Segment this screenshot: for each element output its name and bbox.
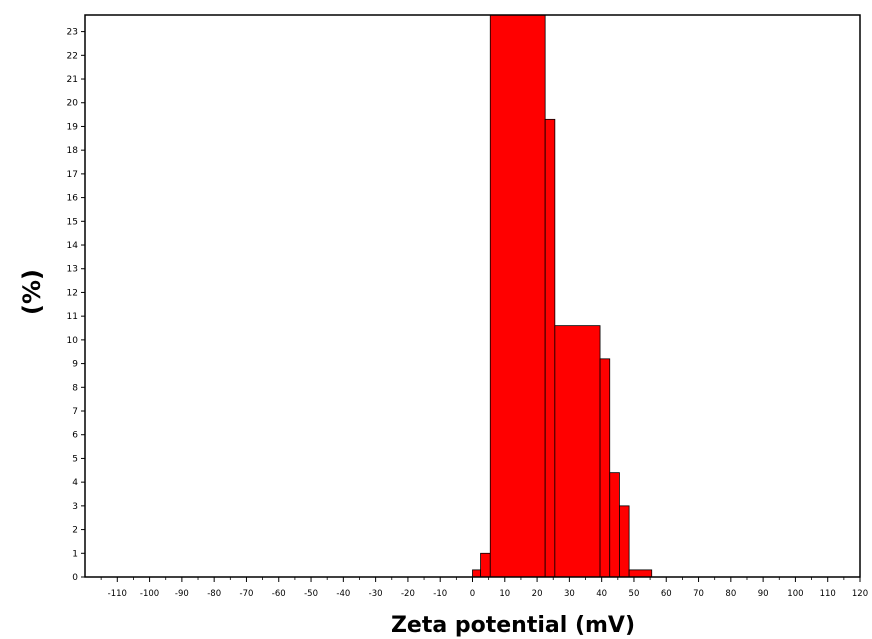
x-tick-label: 110 bbox=[820, 589, 836, 599]
x-tick-label: 10 bbox=[499, 589, 510, 599]
y-tick-label: 15 bbox=[67, 217, 78, 227]
x-tick-label: -110 bbox=[108, 589, 127, 599]
y-tick-label: 11 bbox=[67, 312, 78, 322]
y-tick-label: 7 bbox=[72, 407, 78, 417]
x-tick-label: -50 bbox=[304, 589, 318, 599]
x-tick-label: 70 bbox=[693, 589, 704, 599]
x-tick-label: -60 bbox=[272, 589, 286, 599]
plot-frame bbox=[84, 14, 861, 578]
x-tick-label: 80 bbox=[725, 589, 736, 599]
bar-8 bbox=[628, 569, 653, 578]
bar-3 bbox=[544, 118, 556, 578]
y-tick-label: 5 bbox=[72, 454, 78, 464]
x-tick-label: 0 bbox=[470, 589, 475, 599]
x-tick-label: -70 bbox=[240, 589, 254, 599]
y-tick-label: 9 bbox=[72, 360, 78, 370]
bar-7 bbox=[619, 505, 630, 578]
x-axis-title: Zeta potential (mV) bbox=[391, 613, 635, 638]
y-tick-label: 2 bbox=[72, 526, 78, 536]
y-tick-label: 3 bbox=[72, 502, 78, 512]
y-tick-label: 22 bbox=[67, 51, 78, 61]
bar-1 bbox=[480, 552, 491, 578]
bar-0 bbox=[472, 569, 481, 578]
y-tick-label: 1 bbox=[72, 549, 78, 559]
y-tick-label: 10 bbox=[67, 336, 79, 346]
x-tick-label: 100 bbox=[787, 589, 803, 599]
y-tick-label: 14 bbox=[67, 241, 79, 251]
x-tick-label: 90 bbox=[758, 589, 769, 599]
x-tick-label: -90 bbox=[175, 589, 189, 599]
y-axis-title: (%) bbox=[18, 269, 46, 315]
y-tick-label: 21 bbox=[67, 75, 78, 85]
y-tick-label: 13 bbox=[67, 265, 78, 275]
x-tick-label: -10 bbox=[433, 589, 447, 599]
bar-5 bbox=[599, 358, 611, 578]
y-tick-label: 0 bbox=[72, 573, 78, 583]
y-tick-label: 20 bbox=[67, 99, 79, 109]
bar-4 bbox=[554, 325, 601, 578]
x-tick-label: -100 bbox=[140, 589, 159, 599]
x-tick-label: 40 bbox=[596, 589, 607, 599]
y-tick-label: 18 bbox=[67, 146, 79, 156]
y-tick-label: 17 bbox=[67, 170, 78, 180]
x-tick-label: 30 bbox=[564, 589, 575, 599]
x-tick-label: -30 bbox=[369, 589, 383, 599]
bar-2 bbox=[489, 14, 546, 578]
y-tick-label: 19 bbox=[67, 122, 79, 132]
x-tick-label: -20 bbox=[401, 589, 415, 599]
x-tick-label: 50 bbox=[629, 589, 640, 599]
x-tick-label: -40 bbox=[336, 589, 350, 599]
bar-6 bbox=[609, 472, 620, 578]
y-tick-label: 8 bbox=[72, 383, 78, 393]
bars-group bbox=[472, 14, 653, 578]
y-tick-label: 23 bbox=[67, 28, 78, 38]
y-tick-label: 12 bbox=[67, 288, 78, 298]
x-tick-label: 60 bbox=[661, 589, 672, 599]
x-axis: -110 -100 -90 -80 -70 -60 -50 -40 -30 -20 -10 0 10 20… bbox=[100, 577, 868, 599]
y-tick-label: 4 bbox=[72, 478, 78, 488]
y-tick-label: 16 bbox=[67, 194, 79, 204]
plot-area bbox=[85, 15, 860, 577]
y-tick-label: 6 bbox=[72, 431, 78, 441]
x-tick-label: 120 bbox=[852, 589, 868, 599]
x-tick-label: 20 bbox=[532, 589, 543, 599]
x-tick-label: -80 bbox=[207, 589, 221, 599]
